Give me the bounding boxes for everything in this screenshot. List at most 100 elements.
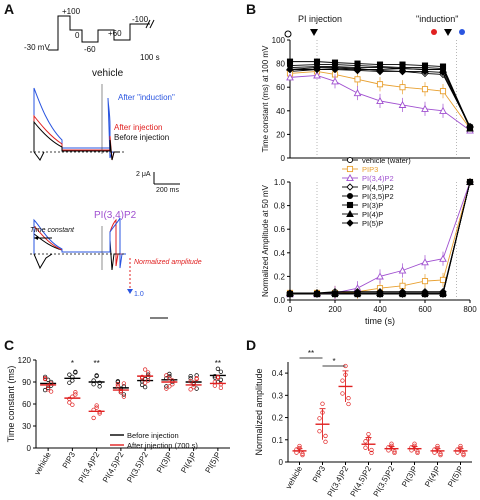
data-point [376,67,384,76]
legend-entry: PI(4,5)P2 [362,183,394,192]
y-tick-label: 0.0 [274,296,286,305]
data-point [369,447,374,453]
data-point [97,409,102,415]
legend-entry: PIP3 [362,165,378,174]
x-tick-label: PI(3,5)P2 [372,464,397,498]
legend-marker [346,201,354,209]
legend-entry: vehicle (water) [362,156,411,165]
x-tick-label: PI(4,5)P2 [101,450,126,484]
data-point [466,178,474,186]
data-point [286,58,294,65]
panel-b-label: B [246,1,256,17]
data-point [215,366,221,371]
origin-marker [284,30,292,38]
data-point [212,383,218,388]
data-point [286,73,294,81]
data-point [313,71,321,79]
data-point [97,380,102,385]
panel-c-label: C [4,337,14,353]
significance-label: * [71,359,74,368]
panel-d-chart: 0 0.1 0.2 0.3 0.4 Normalized amplitude vehicle… [254,349,472,498]
data-point [115,379,121,385]
data-point [45,383,51,388]
panel-d-label: D [246,337,256,353]
data-point [439,88,447,95]
y-axis-title: Normalized Amplitude at 50 mV [261,184,270,297]
data-point [188,387,193,392]
legend-marker [346,209,354,218]
x-tick-label: 600 [418,305,432,314]
significance-label: ** [215,359,221,368]
y-tick-label: 40 [276,107,285,116]
data-point [392,450,397,456]
data-point [73,390,78,395]
data-point [399,282,406,289]
data-point [188,379,193,384]
data-point [421,67,429,76]
x-tick-label: PIP3 [311,464,328,484]
y-axis-title: Time constant (ms) at 100 mV [261,45,270,153]
data-point [363,445,368,450]
data-point [313,65,321,74]
data-point [421,258,429,266]
data-point [331,290,339,298]
vehicle-traces [30,84,124,161]
data-point [91,382,96,387]
data-point [142,380,148,385]
x-tick-label: PI(3)P [400,465,419,489]
data-point [167,384,172,389]
data-point [167,373,172,379]
data-point [94,403,99,408]
data-point [415,449,420,454]
significance-label: ** [308,349,314,358]
y-tick-label: 100 [272,36,286,45]
y-tick-label: 80 [276,60,285,69]
y-tick-label: 0.4 [274,249,286,258]
data-point [145,378,151,383]
legend-entry: PI(3,4)P2 [362,174,394,183]
legend-entry: PI(5)P [362,219,383,228]
y-tick-label: 0 [281,154,286,163]
vehicle-legend: After "induction" After injection Before… [114,93,175,142]
data-point [421,86,429,93]
data-point [67,396,72,402]
legend-marker [346,156,354,164]
data-point [392,449,397,454]
data-point [439,106,447,114]
injection-marker [310,29,318,36]
data-point [412,441,417,446]
y-tick-label: 120 [18,356,32,365]
data-point [218,385,224,391]
data-point [167,376,172,381]
y-tick-label: 0.1 [272,436,284,445]
data-point [439,68,447,77]
data-point [323,439,328,444]
normalized-amplitude-label: Normalized amplitude [134,259,202,266]
y-tick-label: 90 [22,378,31,387]
x-axis-title: time (s) [365,316,395,326]
data-point [67,380,72,385]
data-point [94,405,99,410]
normalized-amplitude-annotation: Normalized amplitude 1.0 [127,258,202,298]
data-point [461,451,466,456]
data-point [398,67,407,76]
data-point [218,377,224,382]
data-point [145,370,151,375]
legend-marker [346,192,354,200]
x-tick-label: PI(3,5)P2 [125,450,150,484]
y-tick-label: 60 [276,83,285,92]
data-point [389,441,394,446]
data-point [218,369,224,374]
data-point [142,384,148,390]
y-tick-label: 0.2 [274,272,286,281]
data-point [115,382,121,387]
data-point [317,429,322,434]
data-point [118,388,124,393]
legend-marker [346,183,354,191]
data-point [458,443,463,449]
data-point [67,372,72,377]
scale-bar: 2 μA 200 ms [136,171,180,194]
data-point [376,290,384,298]
